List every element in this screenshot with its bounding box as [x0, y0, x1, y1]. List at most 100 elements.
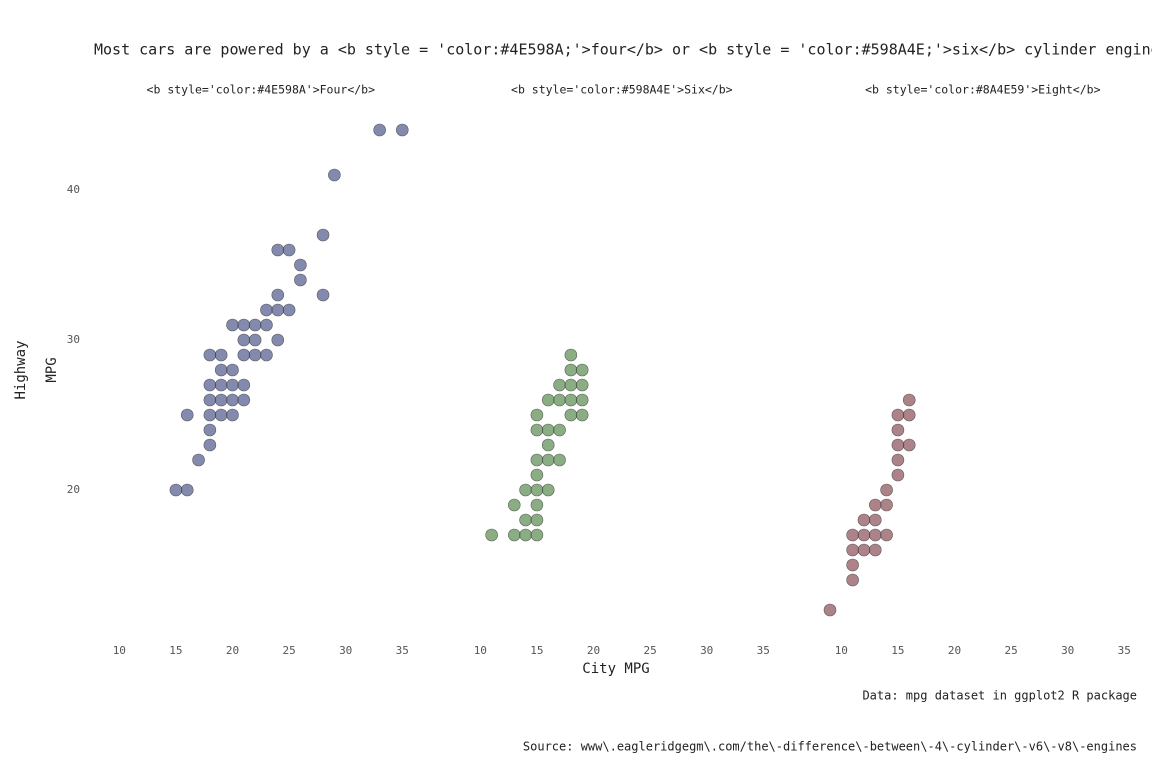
point	[530, 513, 544, 527]
point	[868, 543, 882, 557]
point	[553, 378, 566, 392]
point	[846, 528, 859, 542]
point	[226, 318, 239, 332]
point	[271, 303, 285, 317]
point	[846, 543, 859, 557]
point	[260, 348, 273, 362]
x-tick-label: 20	[587, 644, 600, 657]
point	[519, 528, 532, 542]
point	[868, 513, 882, 527]
point	[541, 483, 555, 497]
point	[880, 483, 893, 497]
point	[891, 453, 905, 467]
y-axis-title: Highway	[13, 340, 29, 399]
x-tick-label: 25	[643, 644, 656, 657]
point	[507, 528, 521, 542]
point	[846, 558, 859, 572]
point	[226, 363, 239, 377]
point	[530, 483, 544, 497]
y-tick-label: 30	[67, 333, 80, 346]
point	[846, 573, 859, 587]
point	[564, 363, 578, 377]
point	[237, 333, 251, 347]
point	[316, 288, 330, 302]
point	[294, 258, 307, 272]
point	[226, 393, 239, 407]
point	[891, 468, 905, 482]
point	[541, 423, 555, 437]
point	[519, 513, 532, 527]
point	[507, 498, 521, 512]
point	[891, 438, 905, 452]
x-tick-label: 15	[169, 644, 182, 657]
point	[880, 498, 893, 512]
point	[248, 348, 262, 362]
point	[214, 348, 228, 362]
point	[282, 243, 296, 257]
point	[203, 408, 217, 422]
point	[902, 438, 916, 452]
point	[575, 408, 589, 422]
point	[271, 288, 285, 302]
point	[857, 513, 871, 527]
point	[214, 408, 228, 422]
x-tick-label: 10	[835, 644, 848, 657]
x-tick-label: 15	[530, 644, 543, 657]
point	[880, 528, 893, 542]
point	[891, 408, 905, 422]
point	[214, 393, 228, 407]
y-axis-title: MPG	[44, 357, 60, 382]
y-tick-label: 40	[67, 183, 80, 196]
point	[891, 423, 905, 437]
y-tick-label: 20	[67, 483, 80, 496]
point	[530, 528, 544, 542]
point	[564, 378, 578, 392]
point	[294, 273, 307, 287]
x-tick-label: 25	[1004, 644, 1017, 657]
point	[180, 483, 194, 497]
point	[248, 333, 262, 347]
point	[203, 378, 217, 392]
point	[260, 318, 273, 332]
point	[541, 438, 555, 452]
point	[316, 228, 330, 242]
point	[902, 408, 916, 422]
point	[553, 393, 566, 407]
point	[237, 378, 251, 392]
point	[564, 393, 578, 407]
point	[203, 348, 217, 362]
point	[530, 423, 544, 437]
facet-title: <b style='color:#4E598A'>Four</b>	[147, 83, 376, 97]
point	[192, 453, 205, 467]
point	[180, 408, 194, 422]
point	[203, 438, 217, 452]
point	[373, 123, 386, 137]
x-tick-label: 30	[339, 644, 352, 657]
point	[553, 453, 566, 467]
x-tick-label: 15	[891, 644, 904, 657]
point	[564, 348, 578, 362]
point	[541, 393, 555, 407]
caption: Data: mpg dataset in ggplot2 R package	[862, 689, 1137, 703]
point	[237, 393, 251, 407]
point	[902, 393, 916, 407]
x-tick-label: 20	[948, 644, 961, 657]
point	[271, 333, 285, 347]
x-tick-label: 30	[700, 644, 713, 657]
point	[395, 123, 409, 137]
point	[248, 318, 262, 332]
point	[868, 528, 882, 542]
point	[823, 603, 837, 617]
point	[857, 528, 871, 542]
point	[530, 453, 544, 467]
point	[203, 423, 217, 437]
point	[530, 408, 544, 422]
point	[575, 363, 589, 377]
point	[226, 408, 239, 422]
point	[226, 378, 239, 392]
point	[485, 528, 498, 542]
x-tick-label: 10	[474, 644, 487, 657]
point	[530, 498, 544, 512]
point	[282, 303, 296, 317]
